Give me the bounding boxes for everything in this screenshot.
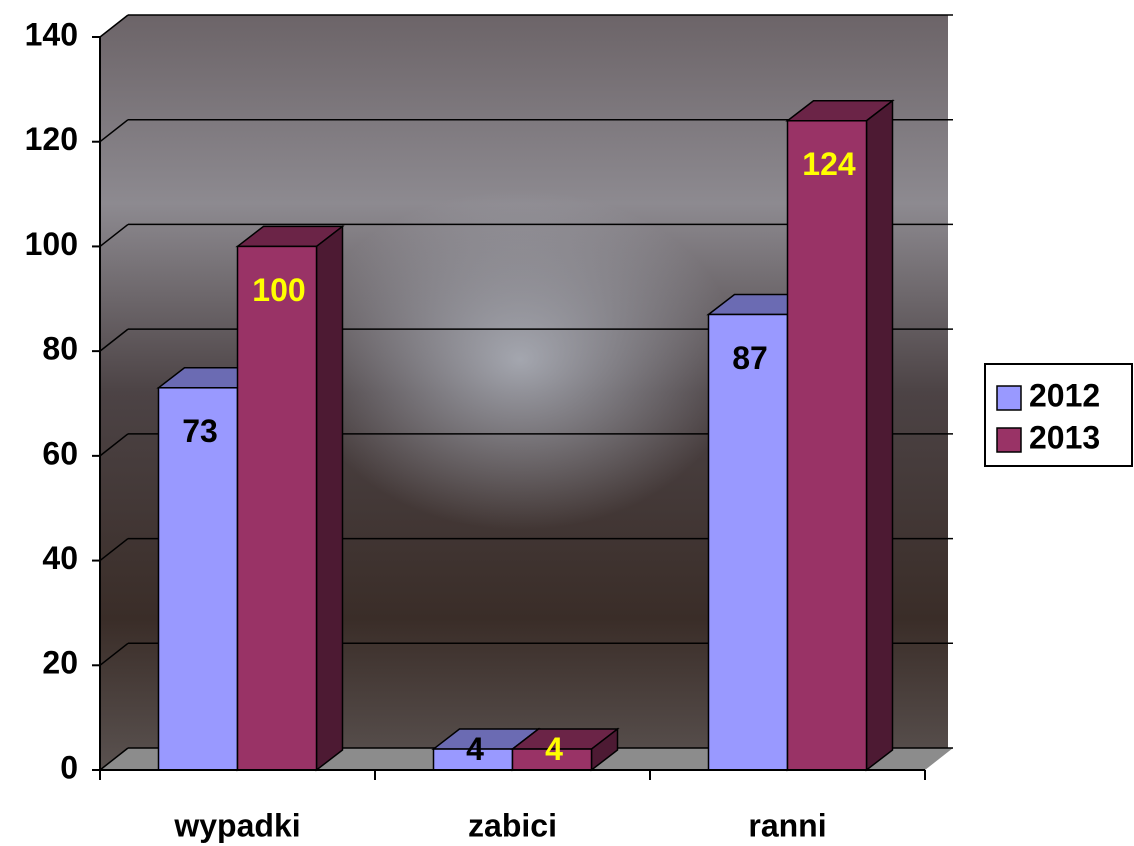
chart: 73 100 4 4 87 124 0 20 40 60 80 100 120 140 wypadki za… (0, 0, 1134, 846)
y-tick-label: 40 (42, 540, 78, 576)
y-tick-label: 140 (25, 16, 78, 52)
legend-swatch (997, 428, 1021, 452)
bar-front (788, 121, 867, 770)
y-tick-label: 0 (60, 749, 78, 785)
legend-swatch (997, 386, 1021, 410)
value-label: 4 (466, 731, 484, 767)
bar: 100 (238, 226, 343, 770)
bar-front (709, 314, 788, 770)
y-tick-label: 60 (42, 435, 78, 471)
y-tick-label: 80 (42, 331, 78, 367)
value-label: 100 (252, 272, 305, 308)
bar-side (867, 101, 893, 770)
legend-label: 2012 (1029, 377, 1100, 413)
bar-side (317, 226, 343, 770)
value-label: 124 (802, 146, 856, 182)
value-label: 4 (545, 731, 563, 767)
y-tick-label: 100 (25, 226, 78, 262)
x-tick-label: wypadki (173, 807, 300, 843)
legend-label: 2013 (1029, 419, 1100, 455)
x-tick-label: ranni (748, 807, 826, 843)
value-label: 73 (182, 413, 218, 449)
value-label: 87 (732, 340, 768, 376)
page: 73 100 4 4 87 124 0 20 40 60 80 100 120 140 wypadki za… (0, 0, 1134, 846)
y-tick-label: 120 (25, 121, 78, 157)
y-tick-label: 20 (42, 645, 78, 681)
x-tick-label: zabici (468, 807, 557, 843)
bar-front (238, 246, 317, 770)
bar: 124 (788, 101, 893, 770)
